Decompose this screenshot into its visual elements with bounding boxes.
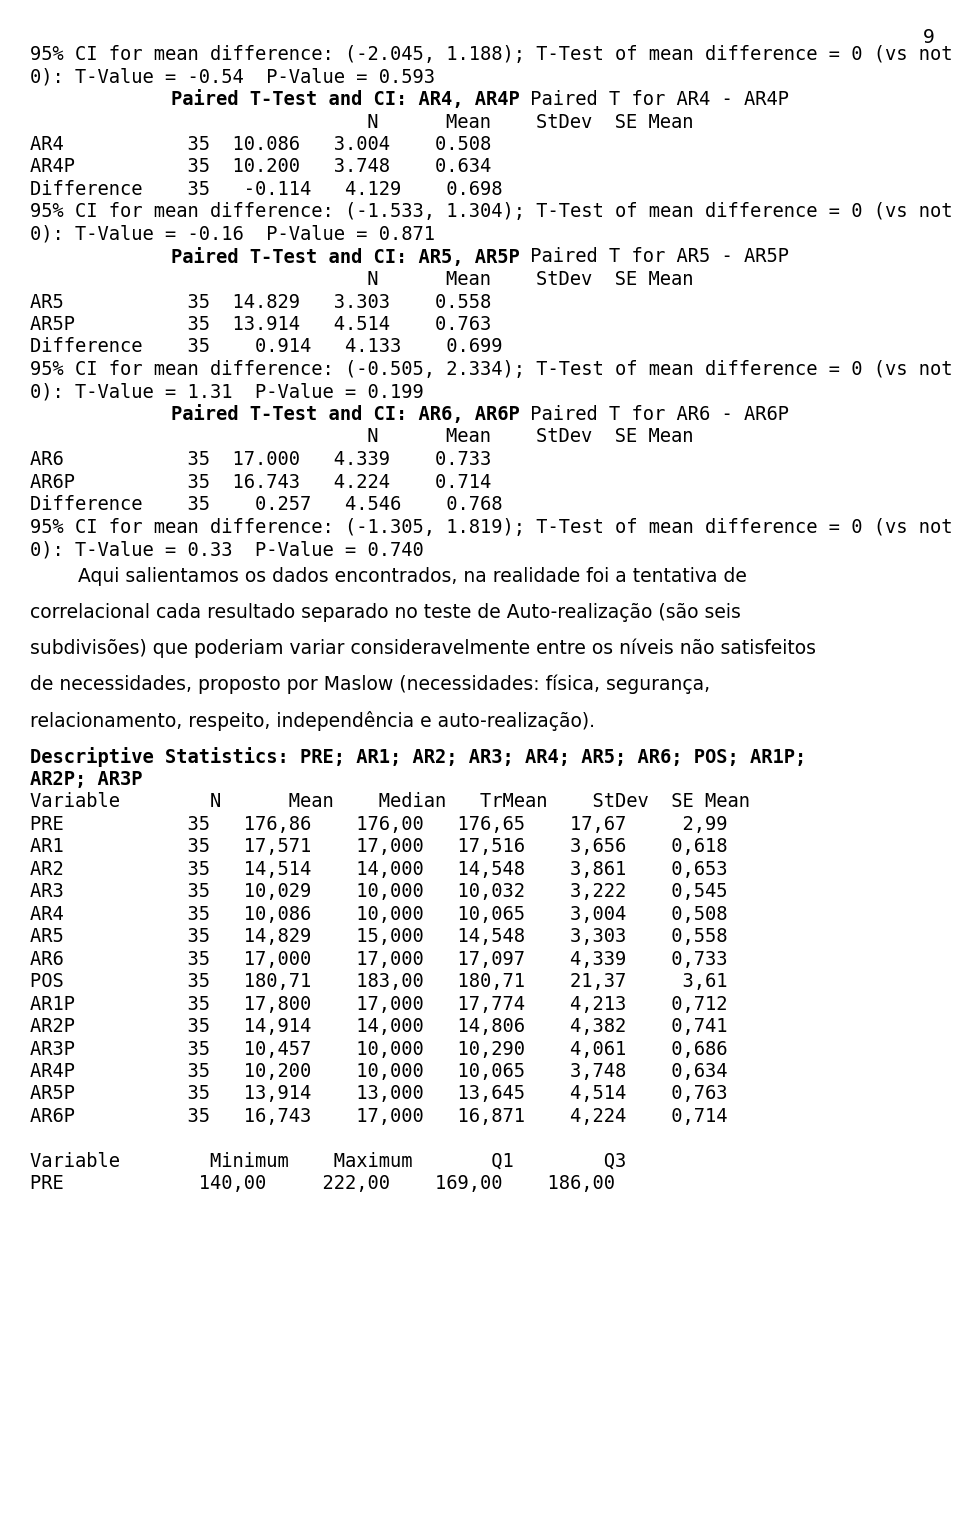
Text: Difference    35   -0.114   4.129    0.698: Difference 35 -0.114 4.129 0.698 [30, 180, 502, 199]
Text: 0): T-Value = 0.33  P-Value = 0.740: 0): T-Value = 0.33 P-Value = 0.740 [30, 541, 423, 559]
Text: AR6P          35   16,743    17,000   16,871    4,224    0,714: AR6P 35 16,743 17,000 16,871 4,224 0,714 [30, 1107, 728, 1125]
Text: Difference    35    0.914   4.133    0.699: Difference 35 0.914 4.133 0.699 [30, 337, 502, 356]
Text: PRE            140,00     222,00    169,00    186,00: PRE 140,00 222,00 169,00 186,00 [30, 1174, 615, 1194]
Text: AR6           35  17.000   4.339    0.733: AR6 35 17.000 4.339 0.733 [30, 450, 492, 469]
Text: POS           35   180,71    183,00   180,71    21,37     3,61: POS 35 180,71 183,00 180,71 21,37 3,61 [30, 973, 728, 991]
Text: N      Mean    StDev  SE Mean: N Mean StDev SE Mean [266, 113, 694, 131]
Text: AR5P          35   13,914    13,000   13,645    4,514    0,763: AR5P 35 13,914 13,000 13,645 4,514 0,763 [30, 1084, 728, 1104]
Text: AR4P          35  10.200   3.748    0.634: AR4P 35 10.200 3.748 0.634 [30, 157, 492, 177]
Text: Variable        Minimum    Maximum       Q1        Q3: Variable Minimum Maximum Q1 Q3 [30, 1151, 626, 1171]
Text: 95% CI for mean difference: (-0.505, 2.334); T-Test of mean difference = 0 (vs n: 95% CI for mean difference: (-0.505, 2.3… [30, 360, 960, 379]
Text: Paired T for AR6 - AR6P: Paired T for AR6 - AR6P [519, 405, 789, 425]
Text: 95% CI for mean difference: (-2.045, 1.188); T-Test of mean difference = 0 (vs n: 95% CI for mean difference: (-2.045, 1.1… [30, 44, 960, 64]
Text: N      Mean    StDev  SE Mean: N Mean StDev SE Mean [266, 270, 694, 289]
Text: 0): T-Value = -0.54  P-Value = 0.593: 0): T-Value = -0.54 P-Value = 0.593 [30, 67, 435, 87]
Text: Paired T-Test and CI: AR4, AR4P: Paired T-Test and CI: AR4, AR4P [171, 90, 519, 108]
Text: AR2P          35   14,914    14,000   14,806    4,382    0,741: AR2P 35 14,914 14,000 14,806 4,382 0,741 [30, 1017, 728, 1035]
Text: Variable        N      Mean    Median   TrMean    StDev  SE Mean: Variable N Mean Median TrMean StDev SE M… [30, 793, 750, 811]
Text: Paired T for AR5 - AR5P: Paired T for AR5 - AR5P [519, 247, 789, 267]
Text: AR6P          35  16.743   4.224    0.714: AR6P 35 16.743 4.224 0.714 [30, 472, 492, 492]
Text: AR5           35   14,829    15,000   14,548    3,303    0,558: AR5 35 14,829 15,000 14,548 3,303 0,558 [30, 927, 728, 947]
Text: AR3           35   10,029    10,000   10,032    3,222    0,545: AR3 35 10,029 10,000 10,032 3,222 0,545 [30, 883, 728, 901]
Text: AR6           35   17,000    17,000   17,097    4,339    0,733: AR6 35 17,000 17,000 17,097 4,339 0,733 [30, 950, 728, 968]
Text: correlacional cada resultado separado no teste de Auto-realização (são seis: correlacional cada resultado separado no… [30, 603, 741, 621]
Text: AR2           35   14,514    14,000   14,548    3,861    0,653: AR2 35 14,514 14,000 14,548 3,861 0,653 [30, 860, 728, 878]
Text: AR1           35   17,571    17,000   17,516    3,656    0,618: AR1 35 17,571 17,000 17,516 3,656 0,618 [30, 837, 728, 857]
Text: 95% CI for mean difference: (-1.305, 1.819); T-Test of mean difference = 0 (vs n: 95% CI for mean difference: (-1.305, 1.8… [30, 518, 960, 536]
Text: Paired T-Test and CI: AR5, AR5P: Paired T-Test and CI: AR5, AR5P [171, 247, 519, 267]
Text: Paired T for AR4 - AR4P: Paired T for AR4 - AR4P [519, 90, 789, 108]
Text: PRE           35   176,86    176,00   176,65    17,67     2,99: PRE 35 176,86 176,00 176,65 17,67 2,99 [30, 814, 728, 834]
Text: N      Mean    StDev  SE Mean: N Mean StDev SE Mean [266, 428, 694, 446]
Text: Aqui salientamos os dados encontrados, na realidade foi a tentativa de: Aqui salientamos os dados encontrados, n… [30, 567, 747, 586]
Text: Difference    35    0.257   4.546    0.768: Difference 35 0.257 4.546 0.768 [30, 495, 502, 515]
Text: relacionamento, respeito, independência e auto-realização).: relacionamento, respeito, independência … [30, 712, 595, 731]
Text: Descriptive Statistics: PRE; AR1; AR2; AR3; AR4; AR5; AR6; POS; AR1P;: Descriptive Statistics: PRE; AR1; AR2; A… [30, 747, 806, 767]
Text: 0): T-Value = -0.16  P-Value = 0.871: 0): T-Value = -0.16 P-Value = 0.871 [30, 224, 435, 244]
Text: de necessidades, proposto por Maslow (necessidades: física, segurança,: de necessidades, proposto por Maslow (ne… [30, 675, 710, 695]
Text: AR5P          35  13.914   4.514    0.763: AR5P 35 13.914 4.514 0.763 [30, 315, 492, 334]
Text: 0): T-Value = 1.31  P-Value = 0.199: 0): T-Value = 1.31 P-Value = 0.199 [30, 382, 423, 402]
Text: Paired T-Test and CI: AR6, AR6P: Paired T-Test and CI: AR6, AR6P [171, 405, 519, 425]
Text: AR4           35   10,086    10,000   10,065    3,004    0,508: AR4 35 10,086 10,000 10,065 3,004 0,508 [30, 904, 728, 924]
Text: AR4P          35   10,200    10,000   10,065    3,748    0,634: AR4P 35 10,200 10,000 10,065 3,748 0,634 [30, 1061, 728, 1081]
Text: subdivisões) que poderiam variar consideravelmente entre os níveis não satisfeit: subdivisões) que poderiam variar conside… [30, 638, 816, 658]
Text: AR2P; AR3P: AR2P; AR3P [30, 770, 142, 788]
Text: AR3P          35   10,457    10,000   10,290    4,061    0,686: AR3P 35 10,457 10,000 10,290 4,061 0,686 [30, 1040, 728, 1058]
Text: AR1P          35   17,800    17,000   17,774    4,213    0,712: AR1P 35 17,800 17,000 17,774 4,213 0,712 [30, 994, 728, 1014]
Text: 95% CI for mean difference: (-1.533, 1.304); T-Test of mean difference = 0 (vs n: 95% CI for mean difference: (-1.533, 1.3… [30, 203, 960, 221]
Text: AR4           35  10.086   3.004    0.508: AR4 35 10.086 3.004 0.508 [30, 134, 492, 154]
Text: 9: 9 [924, 27, 935, 47]
Text: AR5           35  14.829   3.303    0.558: AR5 35 14.829 3.303 0.558 [30, 293, 492, 312]
